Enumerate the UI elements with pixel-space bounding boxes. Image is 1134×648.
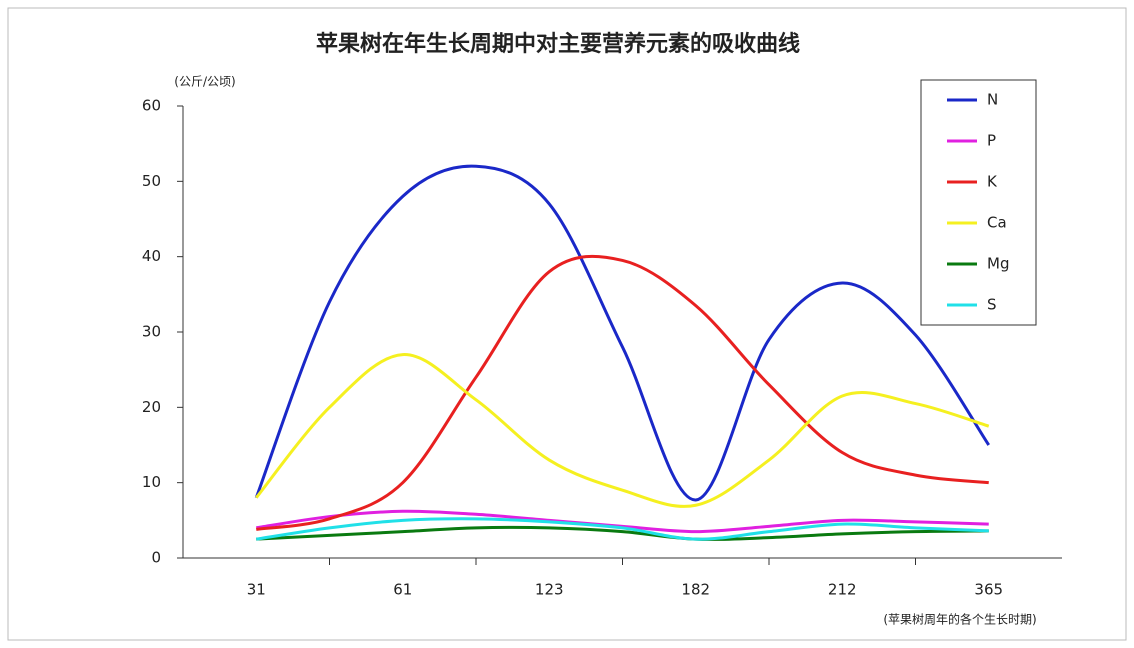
legend-box [920,79,1037,326]
series-line [254,164,990,502]
y-tick-label: 20 [142,398,161,416]
x-tick-label: 212 [828,581,857,599]
legend-label: Mg [987,255,1009,273]
y-tick-label: 40 [142,247,161,265]
frame [7,7,1127,641]
x-tick-label: 123 [535,581,564,599]
x-tick-label: 31 [247,581,266,599]
y-tick-label: 0 [151,549,161,567]
legend-label: Ca [987,214,1007,232]
y-axis-label: (公斤/公顷) [174,75,235,89]
y-tick-label: 50 [142,172,161,190]
x-tick-label: 182 [681,581,710,599]
y-tick-label: 60 [142,97,161,115]
legend-label: N [987,91,998,109]
y-tick-label: 10 [142,473,161,491]
y-tick-label: 30 [142,323,161,341]
series-line [256,525,989,541]
series-line [255,353,990,508]
legend-label: K [987,173,998,191]
series-line [256,254,989,531]
x-tick-label: 365 [974,581,1003,599]
x-tick-label: 61 [393,581,412,599]
chart-title: 苹果树在年生长周期中对主要营养元素的吸收曲线 [316,31,800,57]
legend-label: S [987,296,997,314]
legend-label: P [987,132,996,150]
series-line [256,517,989,541]
x-axis-label: (苹果树周年的各个生长时期) [883,612,1036,627]
